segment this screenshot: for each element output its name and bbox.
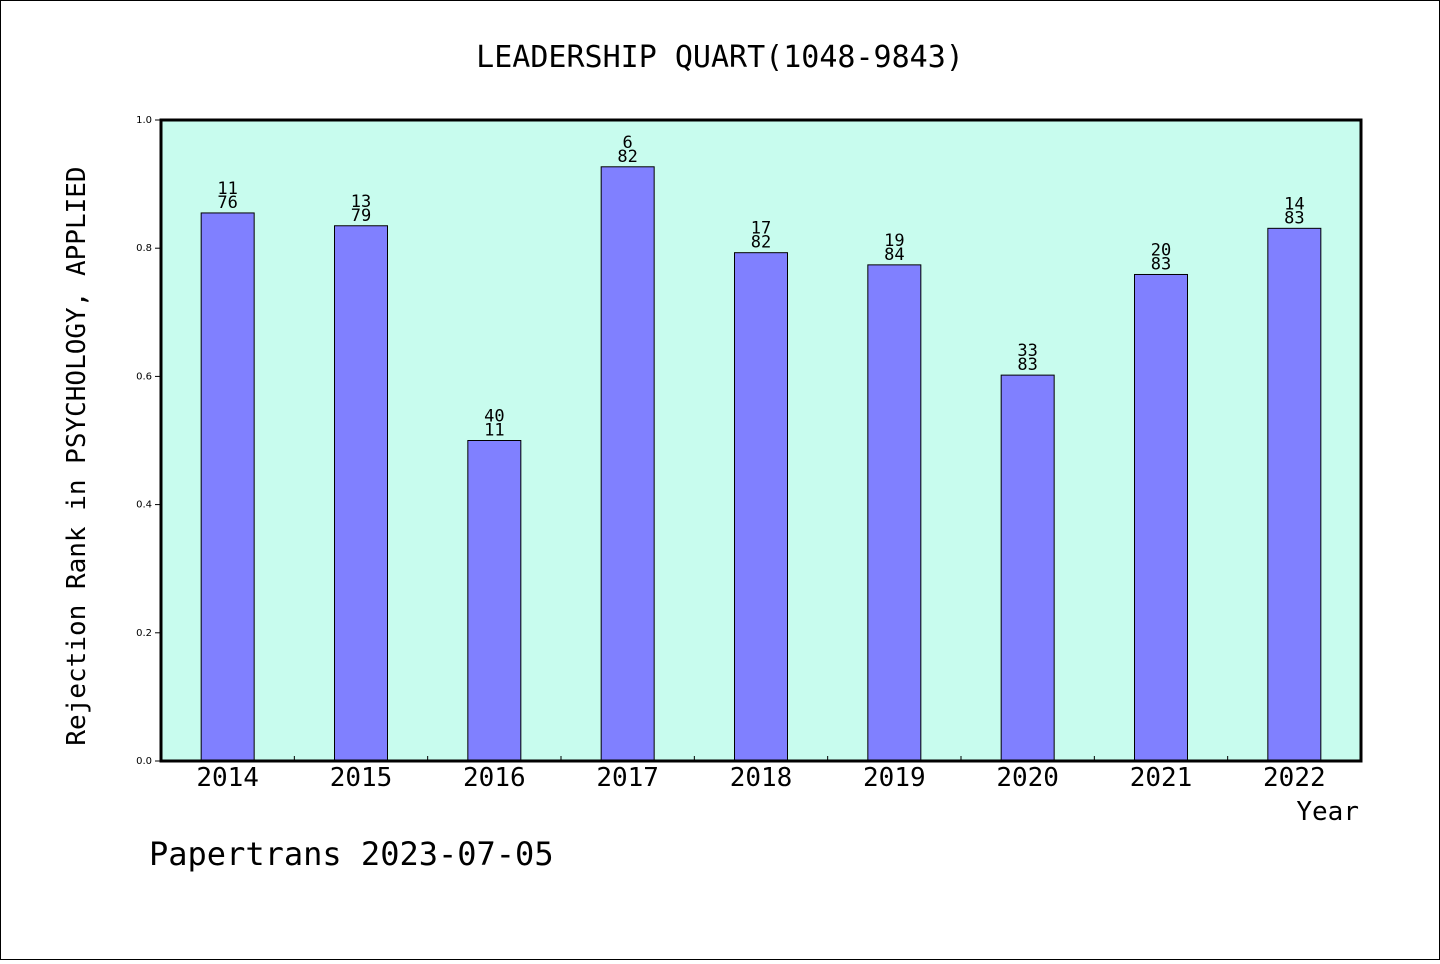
- plot-border: [159, 118, 1363, 763]
- bar-label-bottom-2016: 11: [484, 421, 504, 441]
- bar-label-top-2014: 11: [217, 179, 237, 199]
- bar-label-top-2022: 14: [1284, 194, 1304, 214]
- bar-label-top-2017: 6: [623, 133, 633, 153]
- bar-2021: [1134, 273, 1188, 762]
- x-tick-label-2014: 2014: [196, 763, 259, 793]
- x-tick-label-2018: 2018: [730, 763, 793, 793]
- bars-group: [200, 166, 1322, 762]
- y-tick-label: 0.6: [136, 371, 152, 382]
- bar-2017: [600, 166, 655, 762]
- x-axis: 2014 2015 2016 2017 2018 2019 2020 2021 2022: [196, 756, 1326, 793]
- bar-label-bottom-2022: 83: [1284, 208, 1304, 228]
- x-tick-label-2022: 2022: [1263, 763, 1326, 793]
- bar-2014: [200, 212, 255, 762]
- x-tick-label-2021: 2021: [1130, 763, 1193, 793]
- bar-label-bottom-2021: 83: [1151, 254, 1171, 274]
- bar-label-top-2021: 20: [1151, 240, 1171, 260]
- y-axis-label: Rejection Rank in PSYCHOLOGY, APPLIED: [62, 166, 92, 745]
- bar-2020: [1000, 374, 1055, 762]
- footer-credit: Papertrans 2023-07-05: [149, 835, 554, 873]
- bar-label-bottom-2017: 82: [617, 147, 637, 167]
- bar-2018: [734, 252, 788, 762]
- y-tick-label: 0.2: [136, 628, 152, 639]
- x-axis-label: Year: [1296, 797, 1359, 827]
- y-tick-label: 0.8: [136, 243, 152, 254]
- bar-label-bottom-2015: 79: [351, 206, 371, 226]
- x-tick-label-2020: 2020: [996, 763, 1059, 793]
- bar-label-top-2020: 33: [1017, 341, 1037, 361]
- y-axis: 0.0 0.2 0.4 0.6 0.8 1.0: [136, 115, 161, 767]
- y-tick-label: 0.4: [136, 500, 152, 511]
- bar-label-bottom-2020: 83: [1017, 355, 1037, 375]
- bar-label-bottom-2018: 82: [751, 233, 771, 253]
- bar-label-top-2016: 40: [484, 407, 504, 427]
- bar-label-top-2019: 19: [884, 231, 904, 251]
- bar-2022: [1267, 227, 1322, 762]
- x-tick-label-2015: 2015: [330, 763, 393, 793]
- bar-label-bottom-2019: 84: [884, 245, 904, 265]
- bar-label-top-2015: 13: [351, 192, 371, 212]
- bar-label-top-2018: 17: [751, 219, 771, 239]
- bar-2015: [334, 225, 388, 762]
- bar-2019: [867, 264, 922, 762]
- x-tick-label-2019: 2019: [863, 763, 926, 793]
- x-tick-label-2016: 2016: [463, 763, 526, 793]
- x-tick-label-2017: 2017: [596, 763, 659, 793]
- chart-title: LEADERSHIP QUART(1048-9843): [476, 40, 964, 75]
- y-tick-label: 0.0: [136, 756, 152, 767]
- bar-2016: [467, 440, 522, 762]
- bar-label-bottom-2014: 76: [217, 193, 237, 213]
- y-tick-label: 1.0: [136, 115, 152, 126]
